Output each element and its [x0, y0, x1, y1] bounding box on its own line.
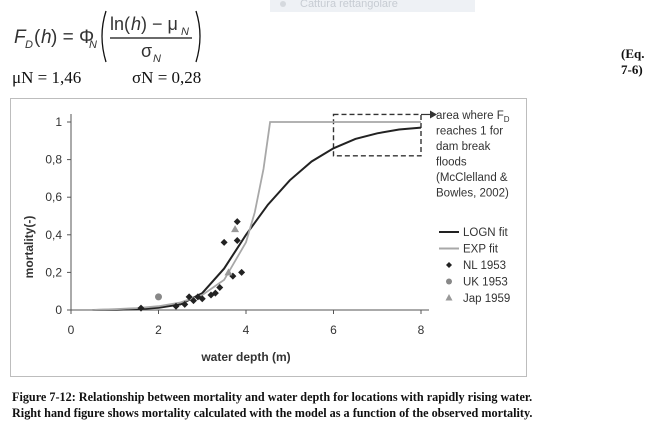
data-point-nl-1953	[198, 295, 206, 303]
mortality-chart: 0 0,2 0,4 0,6 0,8 1 0 2 4 6 8 LOGN fit EXP fit NL 19…	[10, 98, 527, 377]
legend-label: UK 1953	[463, 277, 508, 289]
annotation-text-line: reaches 1 for	[436, 126, 503, 138]
svg-text:F: F	[14, 27, 27, 48]
y-tick-label: 0,2	[45, 265, 62, 279]
y-tick-label: 1	[55, 115, 62, 129]
annotation-subscript: D	[504, 115, 510, 124]
x-axis-label: water depth (m)	[200, 350, 290, 364]
data-point-nl-1953	[211, 289, 219, 297]
svg-text:N: N	[153, 53, 161, 65]
legend-swatch-nl-1953	[446, 262, 452, 268]
x-tick-label: 0	[68, 323, 75, 337]
figure-caption: Figure 7-12: Relationship between mortal…	[12, 389, 632, 421]
data-point-jap-1959	[231, 225, 240, 233]
svg-text:h: h	[131, 14, 141, 34]
legend-label: NL 1953	[463, 260, 506, 272]
data-point-nl-1953	[172, 302, 180, 310]
data-point-nl-1953	[216, 283, 224, 291]
series-line-exp-fit	[92, 121, 421, 311]
annotation-text-line: dam break	[436, 141, 491, 153]
legend-label: Jap 1959	[463, 293, 510, 305]
x-tick-label: 6	[330, 323, 337, 337]
legend-swatch-uk-1953	[446, 278, 452, 285]
data-point-uk-1953	[155, 293, 162, 301]
x-tick-label: 4	[243, 323, 250, 337]
capture-tab-label: Cattura rettangolare	[300, 0, 398, 10]
svg-text:) = Φ: ) = Φ	[51, 27, 94, 48]
data-point-nl-1953	[181, 300, 189, 308]
annotation-text-line: floods	[436, 157, 467, 169]
annotation-text-line: (McClelland &	[436, 172, 508, 184]
annotation-text-line: area where FD	[436, 110, 510, 124]
svg-text:) − μ: ) − μ	[141, 14, 178, 34]
legend-swatch-jap-1959	[445, 294, 453, 301]
caption-line-1: Figure 7-12: Relationship between mortal…	[12, 390, 533, 404]
data-point-jap-1959	[224, 268, 233, 276]
mortality-equation: F D ( h ) = Φ N ln( h ) − μ N σ N	[14, 10, 201, 65]
svg-text:σ: σ	[141, 41, 152, 61]
data-point-nl-1953	[238, 268, 246, 276]
data-point-nl-1953	[190, 297, 197, 305]
capture-icon	[280, 1, 286, 7]
data-point-nl-1953	[185, 293, 193, 301]
y-tick-label: 0,8	[45, 153, 62, 167]
mu-parameter: μN = 1,46	[12, 68, 82, 87]
data-point-nl-1953	[137, 304, 145, 312]
x-tick-label: 8	[418, 323, 425, 337]
annotation-box	[332, 113, 422, 157]
svg-text:N: N	[181, 26, 189, 38]
svg-text:h: h	[41, 27, 52, 48]
data-point-nl-1953	[233, 218, 241, 226]
svg-text:D: D	[25, 39, 33, 51]
equation-number: (Eq. 7-6)	[621, 46, 645, 77]
capture-toolbar-tab[interactable]: Cattura rettangolare	[270, 0, 475, 12]
x-tick-label: 2	[155, 323, 162, 337]
y-tick-label: 0,6	[45, 190, 62, 204]
svg-text:N: N	[89, 39, 97, 51]
data-point-nl-1953	[233, 236, 241, 244]
sigma-parameter: σN = 0,28	[132, 68, 202, 87]
data-point-nl-1953	[220, 238, 228, 246]
legend-label: EXP fit	[463, 244, 499, 256]
svg-text:ln(: ln(	[110, 14, 130, 34]
annotation-arrow-head	[430, 110, 437, 119]
y-tick-label: 0	[55, 303, 62, 317]
svg-text:(: (	[34, 27, 41, 48]
caption-line-2: Right hand figure shows mortality calcul…	[12, 406, 533, 420]
series-line-logn-fit	[92, 126, 422, 311]
annotation-text-line: Bowles, 2002)	[436, 188, 509, 200]
y-axis-label: mortality(-)	[22, 216, 36, 279]
chart-canvas: 0 0,2 0,4 0,6 0,8 1 0 2 4 6 8 LOGN fit EXP fit NL 19…	[22, 110, 522, 364]
legend-label: LOGN fit	[463, 227, 509, 239]
y-tick-label: 0,4	[45, 228, 62, 242]
